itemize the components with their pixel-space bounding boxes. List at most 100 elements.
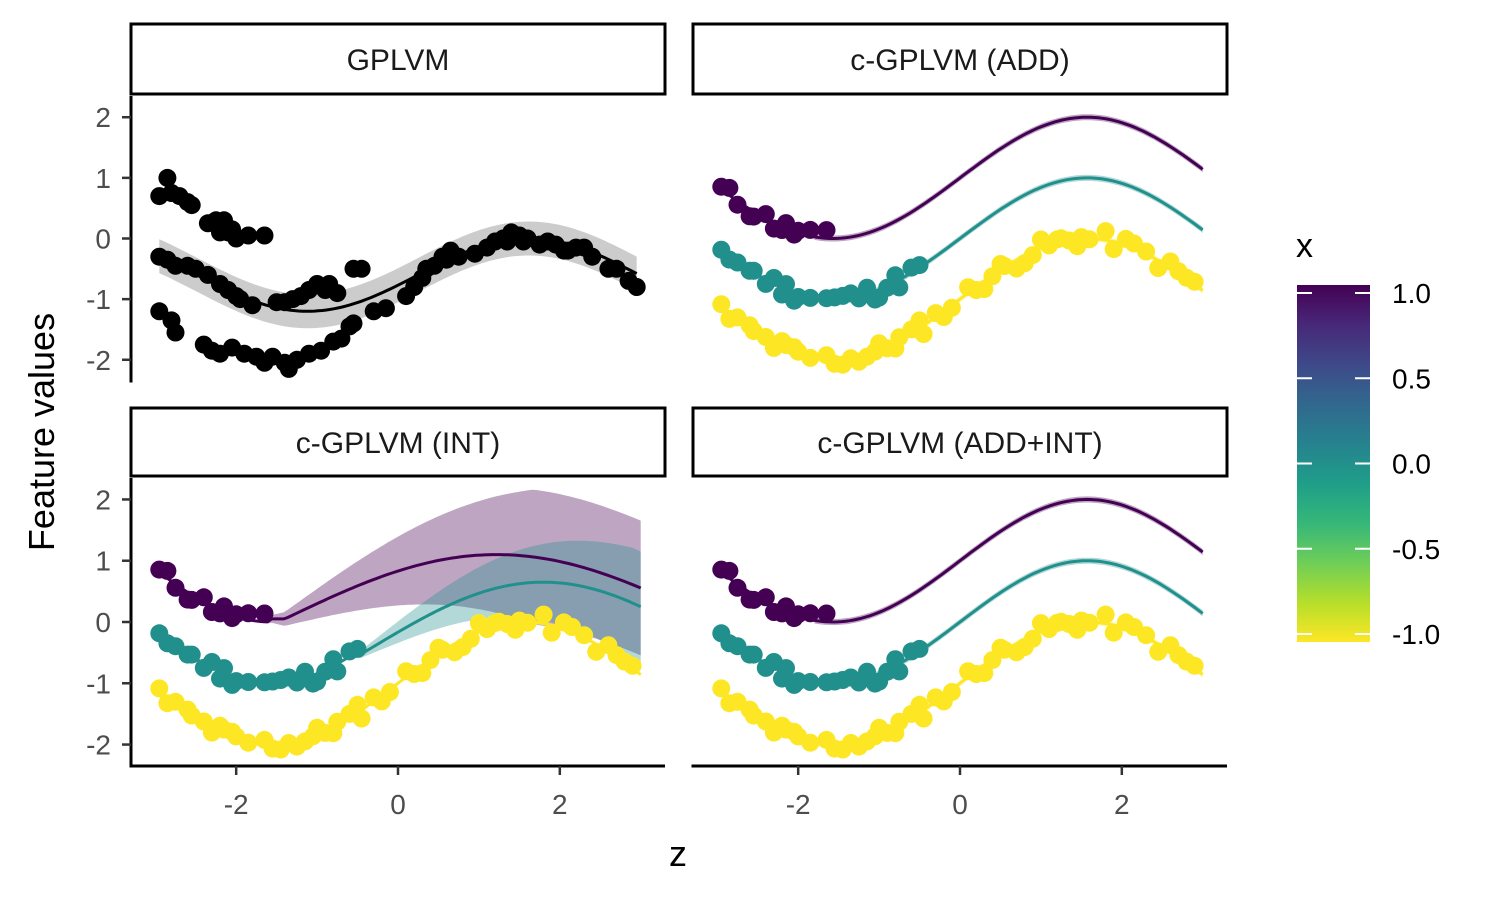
int-xm1-point bbox=[348, 695, 367, 714]
x-tick-label: 2 bbox=[1114, 789, 1130, 820]
axes: 2 1 0 -1 -2 2 1 0 -1 -2 -2 0 2 -2 0 2 bbox=[86, 96, 1227, 820]
addint-x0-point bbox=[910, 639, 929, 658]
addint-band-x1 bbox=[814, 496, 1203, 626]
plot-area-int bbox=[150, 489, 642, 759]
gplvm-point bbox=[376, 299, 395, 318]
add-x1-point bbox=[801, 220, 820, 239]
add-xm1-point bbox=[942, 298, 961, 317]
y-tick-label: -1 bbox=[86, 284, 111, 315]
int-x0-point bbox=[239, 673, 258, 691]
gplvm-point bbox=[449, 247, 468, 266]
int-x1-point bbox=[255, 604, 274, 623]
addint-xm1-point bbox=[801, 733, 820, 752]
x-axis-title: z bbox=[669, 833, 687, 874]
int-x1-point bbox=[158, 561, 177, 580]
int-xm1-point bbox=[518, 613, 537, 632]
int-xm1-point bbox=[461, 629, 480, 648]
add-xm1-point bbox=[1023, 246, 1042, 265]
int-xm1-point bbox=[575, 626, 594, 645]
addint-xm1-point bbox=[1185, 656, 1204, 675]
panel-int: c-GPLVM (INT) bbox=[129, 406, 667, 759]
x-tick-label: 0 bbox=[952, 789, 968, 820]
addint-xm1-point bbox=[1080, 613, 1099, 632]
add-x0-point bbox=[910, 256, 929, 275]
gplvm-point bbox=[352, 259, 371, 278]
add-xm1-point bbox=[975, 280, 994, 299]
y-tick-label: -2 bbox=[86, 345, 111, 376]
strip-title-int: c-GPLVM (INT) bbox=[296, 427, 500, 460]
y-tick-label: 1 bbox=[95, 546, 111, 577]
addint-x0-point bbox=[890, 662, 909, 681]
panel-addint: c-GPLVM (ADD+INT) bbox=[691, 406, 1229, 759]
addint-xm1-point bbox=[1023, 629, 1042, 648]
colorbar-tick-label: -0.5 bbox=[1392, 534, 1440, 565]
panel-gplvm: GPLVM bbox=[129, 22, 667, 378]
addint-x0-point bbox=[801, 673, 820, 691]
addint-x1-point bbox=[817, 604, 836, 623]
int-xm1-point bbox=[623, 656, 642, 675]
int-xm1-point bbox=[352, 709, 371, 728]
int-band-x0 bbox=[159, 540, 641, 685]
int-x0-point bbox=[348, 639, 367, 658]
gplvm-point bbox=[243, 296, 262, 315]
strip-title-add: c-GPLVM (ADD) bbox=[850, 44, 1069, 77]
addint-xm1-point bbox=[914, 709, 933, 728]
addint-x0-point bbox=[744, 645, 763, 664]
int-xm1-point bbox=[542, 623, 561, 642]
int-xm1-point bbox=[380, 683, 399, 701]
addint-x1-point bbox=[801, 604, 820, 623]
add-x1-point bbox=[817, 221, 836, 240]
gplvm-point bbox=[182, 196, 201, 215]
colorbar-tick-label: 1.0 bbox=[1392, 278, 1431, 309]
colorbar-ticks: 1.0 0.5 0.0 -0.5 -1.0 bbox=[1297, 278, 1440, 650]
y-tick-label: -2 bbox=[86, 730, 111, 761]
add-xm1-point bbox=[1137, 242, 1156, 261]
addint-x1-point bbox=[756, 588, 775, 607]
int-xm1-point bbox=[534, 605, 553, 624]
int-x0-point bbox=[328, 662, 347, 681]
int-x1-point bbox=[239, 604, 258, 623]
add-x1-point bbox=[720, 178, 739, 197]
colorbar-tick-label: 0.5 bbox=[1392, 363, 1431, 394]
legend-title: x bbox=[1296, 227, 1313, 265]
add-xm1-point bbox=[1080, 230, 1099, 249]
strip-title-addint: c-GPLVM (ADD+INT) bbox=[817, 427, 1102, 460]
y-tick-label: 2 bbox=[95, 102, 111, 133]
gplvm-point bbox=[166, 323, 185, 342]
add-xm1-point bbox=[801, 348, 820, 367]
add-x1-point bbox=[756, 205, 775, 224]
strip-addint bbox=[691, 406, 1229, 478]
strip-add bbox=[691, 22, 1229, 96]
addint-xm1-point bbox=[975, 664, 994, 683]
add-x0-point bbox=[744, 261, 763, 280]
add-xm1-point bbox=[712, 295, 731, 314]
add-x0-point bbox=[777, 275, 795, 294]
add-x0-point bbox=[890, 278, 909, 297]
int-x0-point bbox=[182, 645, 201, 664]
gplvm-point bbox=[627, 278, 646, 296]
add-band-x1 bbox=[814, 114, 1203, 242]
y-tick-label: 0 bbox=[95, 224, 111, 255]
gplvm-point bbox=[607, 259, 626, 278]
add-x0-point bbox=[801, 288, 820, 307]
plot-area-add bbox=[712, 114, 1204, 374]
gplvm-point bbox=[158, 168, 177, 187]
addint-xm1-point bbox=[1137, 626, 1156, 645]
addint-xm1-point bbox=[1104, 623, 1123, 642]
add-xm1-point bbox=[1185, 272, 1204, 291]
plot-area-gplvm bbox=[150, 168, 646, 378]
add-xm1-point bbox=[1096, 222, 1115, 241]
addint-x1-point bbox=[720, 561, 739, 580]
y-tick-label: 0 bbox=[95, 607, 111, 638]
addint-xm1-point bbox=[910, 695, 929, 714]
x-tick-label: 2 bbox=[552, 789, 568, 820]
colorbar-tick-label: 0.0 bbox=[1392, 449, 1431, 480]
panel-add: c-GPLVM (ADD) bbox=[691, 22, 1229, 374]
int-xm1-point bbox=[413, 664, 432, 683]
strip-gplvm bbox=[129, 22, 667, 96]
y-tick-label: 2 bbox=[95, 484, 111, 515]
add-xm1-point bbox=[1104, 240, 1123, 259]
x-tick-label: 0 bbox=[390, 789, 406, 820]
x-tick-label: -2 bbox=[786, 789, 811, 820]
int-xm1-point bbox=[150, 679, 169, 698]
